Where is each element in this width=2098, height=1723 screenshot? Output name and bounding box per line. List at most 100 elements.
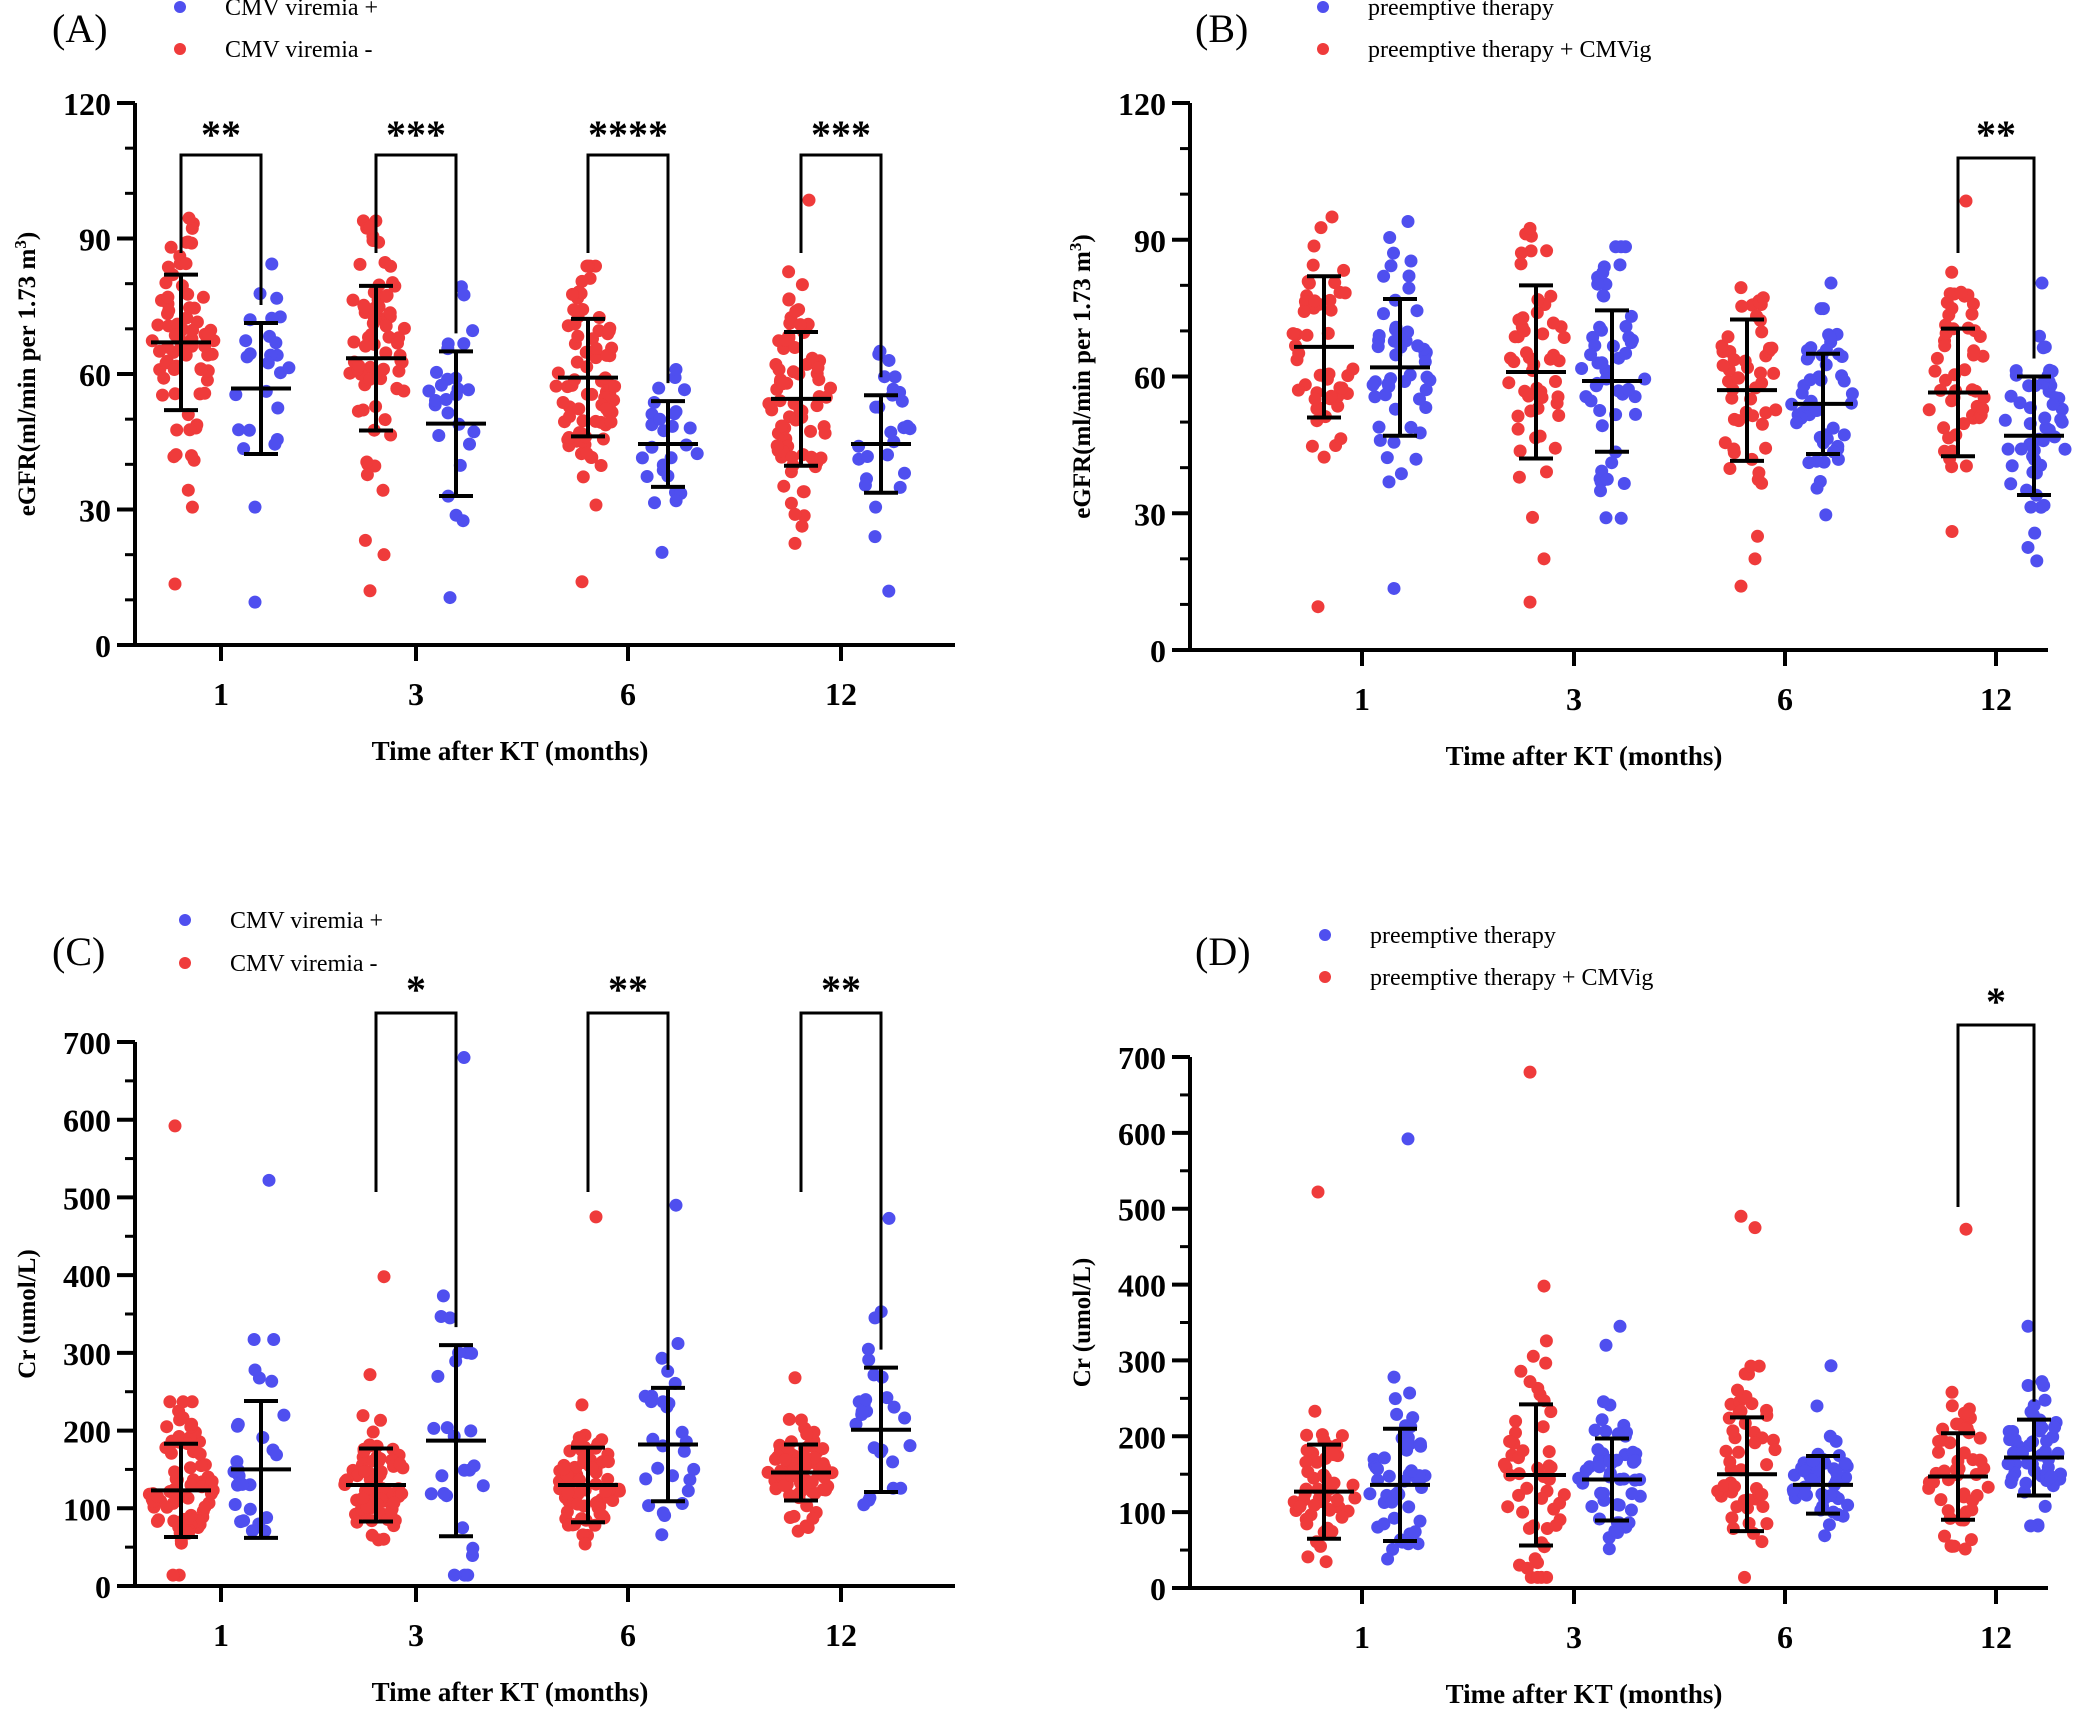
series-blue-cat-1 [1363,1132,1432,1566]
data-point [1502,376,1516,390]
data-point [862,1353,876,1367]
data-point [1755,476,1769,490]
data-point [1516,1444,1530,1458]
data-point [1958,363,1972,377]
data-point [810,399,824,413]
outlier-point [589,498,603,512]
data-point [608,379,622,393]
data-point [1331,399,1345,413]
data-point [794,1413,808,1427]
x-tick-label: 6 [620,1617,636,1653]
data-point [1317,450,1331,464]
outlier-point [1387,1370,1401,1384]
data-point [1723,1455,1737,1469]
data-point [1402,281,1416,295]
data-point [169,448,183,462]
y-axis-label-sup: 3 [1066,243,1085,252]
data-point [800,1499,814,1513]
data-point [1723,462,1737,475]
data-point [783,1488,797,1502]
data-point [1387,246,1400,260]
data-point [352,359,366,373]
legend-label: preemptive therapy + CMVig [1368,37,1651,63]
data-point [1297,305,1311,318]
data-point [1327,1448,1341,1462]
data-point [1372,420,1386,434]
data-point [346,293,360,307]
data-point [1938,339,1952,353]
data-point [1301,1550,1315,1564]
data-point [1528,1552,1542,1566]
data-point [198,1500,212,1514]
data-point [1300,1428,1314,1442]
data-point [1751,529,1764,543]
data-point [869,500,883,514]
outlier-point [443,591,457,605]
outlier-point [1748,1221,1762,1235]
data-point [652,381,666,395]
data-point [390,381,404,395]
series-blue-cat-3 [1575,240,1652,525]
y-tick-label: 100 [1118,1495,1166,1531]
data-point [359,339,372,353]
data-point [770,439,784,453]
series-blue-cat-6 [1785,276,1859,522]
data-point [1765,341,1779,355]
data-point [1965,307,1979,321]
data-point [1513,444,1527,458]
data-point [661,1364,675,1378]
data-point [2001,442,2015,456]
data-point [1595,1413,1609,1427]
data-point [467,1459,481,1473]
data-point [282,361,296,375]
data-point [1746,409,1760,423]
data-point [2028,526,2042,540]
data-point [1371,340,1385,354]
y-axis: 0 100 200 300 400 500 600 700 [63,1025,137,1605]
data-point [589,414,603,428]
data-point [782,265,796,279]
significance-label: ** [201,112,241,157]
data-point [248,500,262,514]
data-point [867,1441,881,1455]
data-point [1728,1480,1741,1494]
data-point [557,1462,571,1476]
panel-label: (C) [52,929,105,974]
data-point [356,1409,370,1423]
data-point [804,424,817,438]
data-point [893,480,907,494]
data-point [772,363,786,377]
y-axis: 0 100 200 300 400 500 600 700 [1118,1040,1192,1607]
data-point [601,1472,615,1486]
data-point [1756,1500,1770,1513]
series-red-cat-6 [1711,1209,1782,1584]
data-point [1334,432,1348,446]
data-point [561,1486,575,1500]
y-axis-label-main: eGFR(ml/min per 1.73 m [1069,251,1096,519]
data-point [1754,366,1767,380]
outlier-point [1401,1132,1415,1146]
data-point [852,439,866,453]
data-point [1802,456,1816,470]
panel-b: (B) preemptive therapy preemptive therapy … [1066,0,2072,771]
data-point [571,1487,585,1501]
x-axis-label: Time after KT (months) [372,736,649,766]
data-point [1785,397,1799,411]
y-tick-label: 200 [1118,1419,1166,1455]
data-point [456,1521,470,1535]
outlier-point [457,288,471,302]
data-point [1928,364,1942,378]
data-point [183,423,197,437]
data-point [1535,1491,1549,1505]
data-point [784,496,798,510]
outlier-point [882,353,896,367]
data-point [1411,339,1425,353]
data-point [653,412,667,426]
x-tick-label: 3 [1566,1619,1582,1655]
data-point [635,451,649,465]
data-point [2048,1420,2062,1434]
data-point [267,1333,281,1346]
data-point [1390,1407,1404,1421]
data-point [1588,1423,1602,1437]
data-point [849,1417,863,1431]
